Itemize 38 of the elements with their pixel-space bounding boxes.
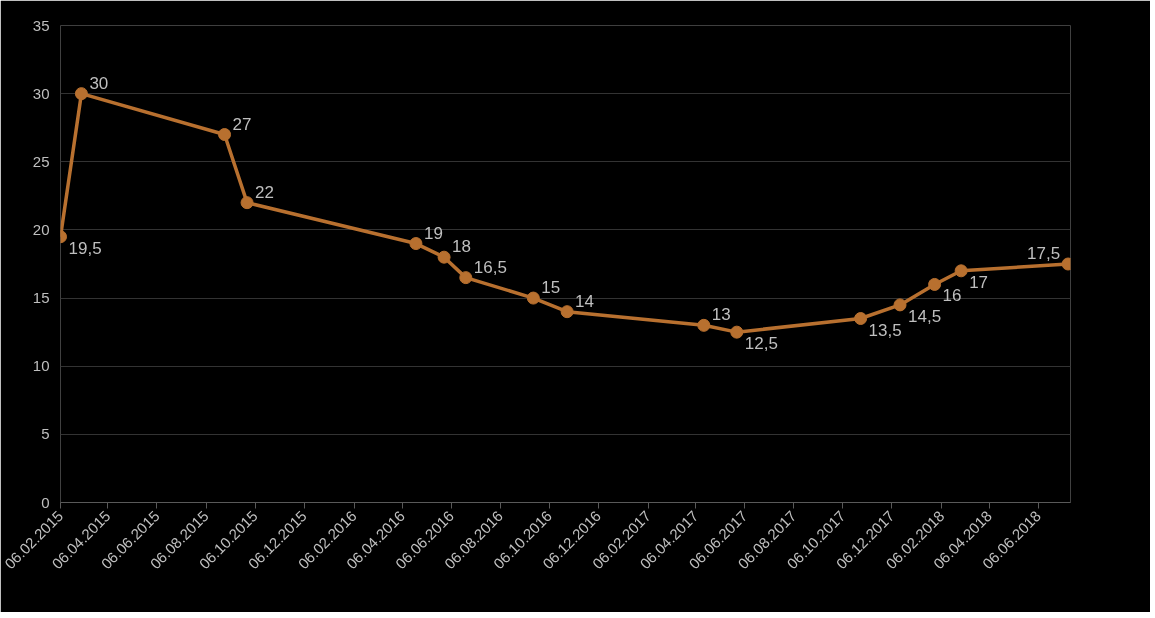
y-tick-label: 0 (41, 493, 50, 511)
y-tick-label: 30 (32, 84, 50, 102)
y-tick-label: 5 (41, 425, 50, 443)
data-label: 13,5 (868, 320, 902, 340)
data-label: 18 (452, 237, 471, 257)
data-label: 27 (232, 114, 252, 134)
data-label: 14 (575, 291, 595, 311)
data-label: 17,5 (1027, 244, 1061, 263)
y-tick-label: 25 (32, 152, 50, 170)
point (854, 312, 868, 325)
point (928, 277, 942, 291)
data-label: 14,5 (908, 306, 942, 326)
point (526, 291, 540, 305)
data-label: 19,5 (68, 238, 102, 258)
data-label: 17 (969, 272, 989, 292)
y-tick-label: 35 (32, 16, 50, 34)
data-label: 13 (711, 305, 731, 325)
point (437, 250, 451, 264)
point (954, 264, 968, 278)
y-tick-label: 15 (32, 289, 50, 307)
point (409, 237, 423, 251)
data-label: 15 (541, 278, 561, 298)
point (240, 196, 254, 210)
point (697, 318, 711, 332)
point (560, 305, 574, 319)
data-label: 16 (942, 286, 962, 306)
data-label: 22 (255, 182, 274, 202)
point (893, 298, 907, 312)
data-label: 12,5 (744, 334, 778, 354)
data-label: 19 (423, 223, 443, 243)
data-label: 16,5 (473, 257, 507, 277)
y-tick-label: 10 (32, 357, 50, 375)
point (218, 128, 232, 142)
point (730, 325, 744, 339)
data-label: 30 (89, 73, 109, 93)
point (74, 87, 88, 101)
y-tick-label: 20 (32, 220, 50, 238)
point (459, 271, 473, 285)
